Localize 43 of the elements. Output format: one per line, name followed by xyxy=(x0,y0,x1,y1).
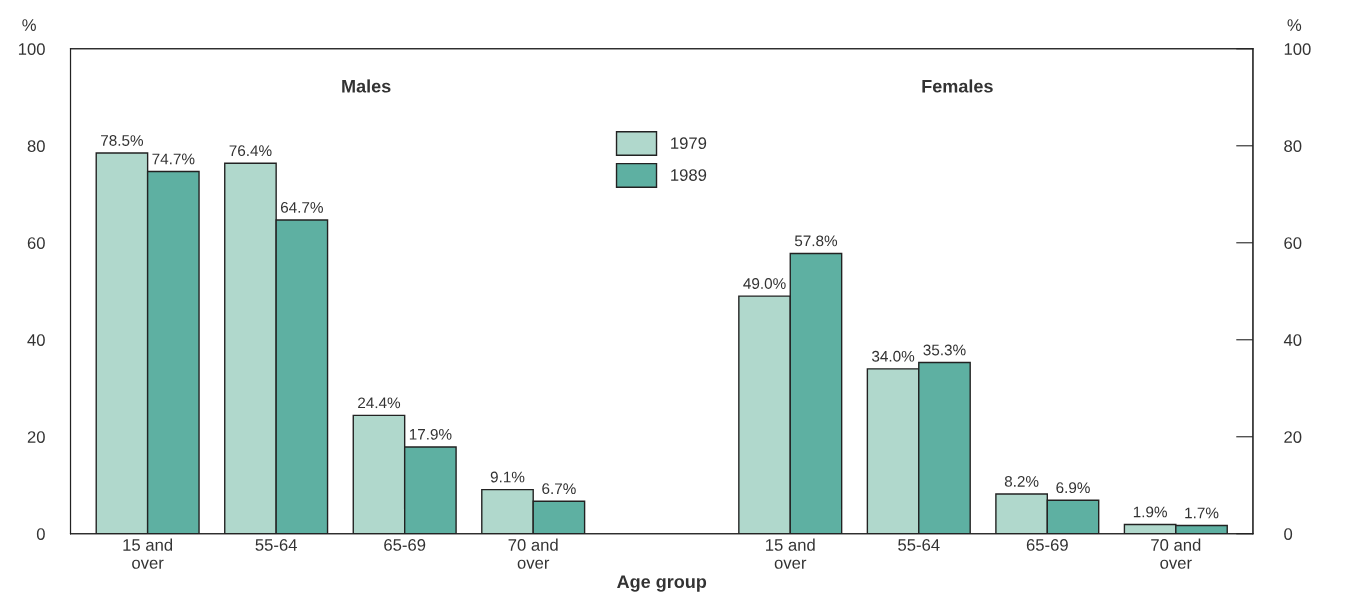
y-tick-label: 0 xyxy=(36,528,45,540)
x-tick-label: 55-64 xyxy=(255,539,297,551)
data-label: 34.0% xyxy=(872,350,915,362)
data-label: 78.5% xyxy=(101,135,144,146)
data-label: 49.0% xyxy=(743,278,786,289)
y-tick-label: 60 xyxy=(27,237,45,249)
data-label: 64.7% xyxy=(280,201,323,213)
data-label: 57.8% xyxy=(794,235,838,247)
y2-tick-label: 60 xyxy=(1284,237,1302,249)
annotation: Females xyxy=(922,79,993,93)
x-tick-label: 65-69 xyxy=(1026,539,1068,551)
x-tick-label: 15 and over xyxy=(766,538,815,569)
y-tick-label: 80 xyxy=(27,140,45,152)
y2-tick-label: 20 xyxy=(1284,431,1302,443)
y2-axis-title: % xyxy=(1287,19,1302,31)
x-tick-label: 70 and over xyxy=(508,538,558,569)
x-tick-label: 70 and over xyxy=(1151,538,1201,569)
data-label: 76.4% xyxy=(229,145,272,157)
y2-tick-label: 40 xyxy=(1283,334,1302,346)
y2-tick-label: 0 xyxy=(1284,528,1293,540)
y-tick-label: 100 xyxy=(18,43,45,55)
y-axis-title: % xyxy=(22,19,36,31)
x-tick-label: 55-64 xyxy=(898,539,940,551)
y2-tick-label: 100 xyxy=(1284,43,1311,55)
data-label: 74.7% xyxy=(152,153,195,165)
data-label: 24.4% xyxy=(358,397,401,409)
data-label: 6.9% xyxy=(1056,482,1090,494)
y-tick-label: 20 xyxy=(27,431,45,443)
data-label: 1.9% xyxy=(1133,506,1167,518)
y2-tick-label: 80 xyxy=(1284,140,1302,152)
data-label: 1.7% xyxy=(1185,507,1219,519)
legend-label: 1979 xyxy=(671,137,707,150)
x-axis-title: Age group xyxy=(617,575,707,592)
x-tick-label: 15 and over xyxy=(123,538,173,569)
data-label: 17.9% xyxy=(409,428,452,440)
data-label: 8.2% xyxy=(1004,475,1039,487)
data-label: 6.7% xyxy=(542,483,576,495)
data-label: 9.1% xyxy=(490,471,525,483)
data-label: 35.3% xyxy=(923,344,966,356)
y-tick-label: 40 xyxy=(27,334,45,346)
x-tick-label: 65-69 xyxy=(384,539,426,551)
annotation: Males xyxy=(342,79,391,93)
legend-label: 1989 xyxy=(671,169,707,181)
